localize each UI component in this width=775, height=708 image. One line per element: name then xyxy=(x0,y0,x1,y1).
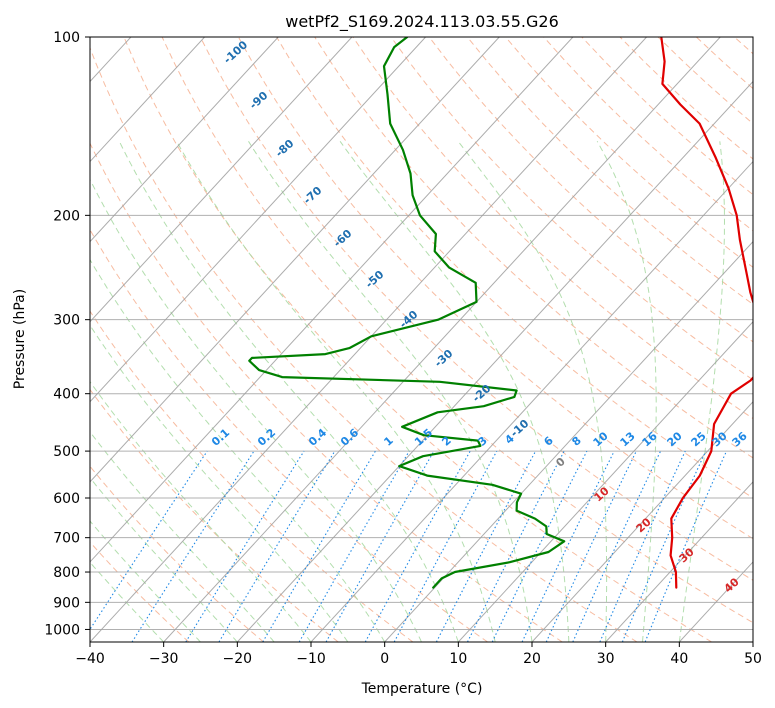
x-tick-label: 40 xyxy=(670,651,688,667)
y-tick-label: 400 xyxy=(53,387,80,403)
plot-frame xyxy=(89,36,754,643)
sounding-profiles xyxy=(248,37,753,589)
x-tick-label: −10 xyxy=(296,651,326,667)
isotherm-line xyxy=(90,37,647,642)
x-tick-label: 20 xyxy=(523,651,541,667)
y-tick-label: 300 xyxy=(53,313,80,329)
dry-adiabat xyxy=(90,46,638,642)
mixing-ratio-line xyxy=(218,450,336,642)
y-tick-label: 200 xyxy=(53,208,80,224)
dry-adiabat xyxy=(352,37,753,420)
mixing-ratio-line xyxy=(467,450,565,642)
x-tick-label: 30 xyxy=(597,651,615,667)
isotherm-line xyxy=(384,240,753,642)
temperature-line xyxy=(660,37,753,589)
isotherm-line xyxy=(90,37,500,483)
y-tick-label: 800 xyxy=(53,565,80,581)
y-tick-label: 1000 xyxy=(44,622,80,638)
mixing-ratio-line xyxy=(599,450,686,642)
dry-adiabat xyxy=(90,142,563,642)
isotherm-line xyxy=(605,481,753,642)
x-tick-label: 50 xyxy=(744,651,762,667)
chart-title: wetPf2_S169.2024.113.03.55.G26 xyxy=(285,12,559,32)
y-tick-label: 600 xyxy=(53,491,80,507)
plot-content xyxy=(90,37,753,642)
x-axis-label: Temperature (°C) xyxy=(361,681,483,697)
mixing-ratio-line xyxy=(185,450,305,642)
mixing-ratio-line xyxy=(325,450,435,642)
isotherm-line xyxy=(457,320,753,642)
x-tick-label: −20 xyxy=(223,651,253,667)
x-tick-label: −30 xyxy=(149,651,179,667)
dry-adiabat xyxy=(161,37,753,624)
isotherm-line xyxy=(90,37,426,403)
mixing-ratio-line xyxy=(644,450,728,642)
isotherm-line xyxy=(90,37,279,243)
dry-adiabat xyxy=(428,37,753,343)
dry-adiabat xyxy=(123,37,712,642)
isotherm-line xyxy=(90,37,353,323)
isotherm-line xyxy=(531,401,753,642)
mixing-ratio-line xyxy=(393,450,498,642)
isotherm-line xyxy=(163,37,721,642)
dewpoint-line xyxy=(248,37,566,589)
isotherm-line xyxy=(310,160,753,642)
x-tick-label: 10 xyxy=(449,651,467,667)
y-tick-label: 500 xyxy=(53,444,80,460)
dry-adiabat xyxy=(390,37,753,381)
dry-adiabat xyxy=(199,37,753,581)
y-tick-label: 100 xyxy=(53,30,80,46)
plot-area: -100-90-80-70-60-50-40-30-20-100.1 0.2 0.4… xyxy=(90,37,753,642)
dry-adiabat xyxy=(90,465,264,642)
dry-adiabat xyxy=(90,541,190,642)
isotherm-line xyxy=(90,37,205,163)
isotherm-line xyxy=(90,37,574,563)
mixing-ratio-line xyxy=(491,450,588,642)
dry-adiabat xyxy=(90,228,488,642)
isotherm-line xyxy=(236,80,753,642)
mixing-ratio-line xyxy=(364,450,471,642)
x-tick-label: −40 xyxy=(75,651,105,667)
mixing-ratio-line xyxy=(90,450,208,631)
y-tick-label: 900 xyxy=(53,595,80,611)
axes: −40 −30 −20 −10 0 10 20 30 40 50 100 200 300 400 500 60… xyxy=(44,30,762,667)
dry-adiabat xyxy=(314,37,753,459)
y-tick-label: 700 xyxy=(53,531,80,547)
y-axis-label: Pressure (hPa) xyxy=(12,289,28,389)
x-tick-label: 0 xyxy=(380,651,389,667)
mixing-ratio-line xyxy=(131,450,255,642)
